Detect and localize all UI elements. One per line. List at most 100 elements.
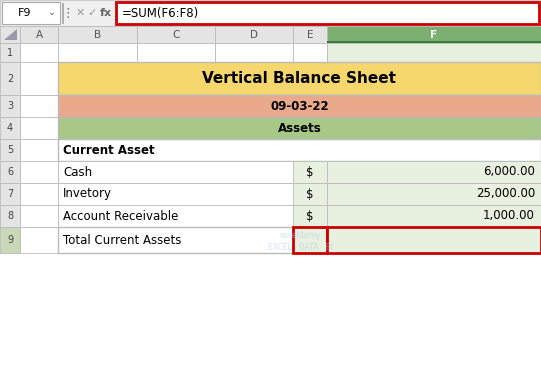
Bar bbox=[137, 205, 215, 227]
Bar bbox=[58, 205, 327, 227]
Bar bbox=[58, 117, 137, 139]
Bar bbox=[137, 227, 215, 253]
Bar bbox=[58, 139, 137, 161]
Text: ⋮: ⋮ bbox=[62, 7, 74, 20]
Bar bbox=[215, 161, 293, 183]
Bar bbox=[58, 43, 137, 62]
Bar bbox=[327, 26, 541, 43]
Bar bbox=[293, 62, 327, 95]
Text: B: B bbox=[94, 30, 101, 40]
Bar bbox=[137, 117, 215, 139]
Bar bbox=[215, 205, 293, 227]
Text: 6: 6 bbox=[7, 167, 13, 177]
Bar bbox=[20, 205, 58, 227]
Bar bbox=[293, 95, 327, 117]
Bar bbox=[58, 95, 541, 117]
Text: =SUM(F6:F8): =SUM(F6:F8) bbox=[122, 7, 199, 20]
Text: 3: 3 bbox=[7, 101, 13, 111]
Bar bbox=[20, 26, 58, 43]
Text: ⌄: ⌄ bbox=[48, 7, 56, 17]
Text: 25,000.00: 25,000.00 bbox=[476, 187, 535, 201]
Bar bbox=[116, 2, 539, 24]
Text: 9: 9 bbox=[7, 235, 13, 245]
Bar bbox=[0, 95, 20, 117]
Text: D: D bbox=[250, 30, 258, 40]
Bar bbox=[215, 183, 293, 205]
Bar bbox=[327, 62, 541, 95]
Bar bbox=[327, 161, 541, 183]
Bar bbox=[327, 183, 541, 205]
Bar bbox=[20, 161, 58, 183]
Text: 09-03-22: 09-03-22 bbox=[270, 99, 329, 112]
Text: 6,000.00: 6,000.00 bbox=[483, 166, 535, 179]
Text: 2: 2 bbox=[7, 74, 13, 84]
Bar bbox=[137, 95, 215, 117]
Bar bbox=[137, 161, 215, 183]
Bar bbox=[137, 43, 215, 62]
Bar bbox=[215, 227, 293, 253]
Bar bbox=[327, 161, 541, 183]
Bar bbox=[293, 43, 327, 62]
Bar bbox=[137, 139, 215, 161]
Text: C: C bbox=[173, 30, 180, 40]
Bar bbox=[0, 43, 20, 62]
Bar bbox=[0, 183, 20, 205]
Bar bbox=[327, 95, 541, 117]
Bar bbox=[293, 205, 327, 227]
Bar bbox=[293, 161, 327, 183]
Text: Current Asset: Current Asset bbox=[63, 144, 155, 156]
Bar bbox=[215, 117, 293, 139]
Text: 5: 5 bbox=[7, 145, 13, 155]
Bar bbox=[293, 183, 327, 205]
Bar bbox=[327, 227, 541, 253]
Text: fx: fx bbox=[100, 8, 112, 18]
Text: 8: 8 bbox=[7, 211, 13, 221]
Bar bbox=[0, 26, 20, 43]
Bar bbox=[327, 117, 541, 139]
Text: exceldemy
EXCEL · DATA · BI: exceldemy EXCEL · DATA · BI bbox=[267, 231, 333, 252]
Bar bbox=[20, 183, 58, 205]
Bar bbox=[0, 62, 20, 95]
Text: Account Receivable: Account Receivable bbox=[63, 209, 179, 223]
Text: F9: F9 bbox=[18, 8, 32, 18]
Text: 1,000.00: 1,000.00 bbox=[483, 209, 535, 223]
Polygon shape bbox=[4, 29, 17, 40]
Bar bbox=[58, 26, 137, 43]
Bar bbox=[58, 161, 327, 183]
Bar bbox=[58, 62, 137, 95]
Bar bbox=[293, 227, 327, 253]
Bar bbox=[327, 183, 541, 205]
Bar bbox=[0, 139, 20, 161]
Text: Assets: Assets bbox=[278, 122, 321, 134]
Bar bbox=[215, 26, 293, 43]
Bar bbox=[58, 117, 541, 139]
Text: $: $ bbox=[306, 233, 314, 246]
Text: Total Current Assets: Total Current Assets bbox=[63, 233, 181, 246]
Bar bbox=[137, 26, 215, 43]
Bar bbox=[58, 183, 327, 205]
Bar bbox=[215, 43, 293, 62]
Bar bbox=[20, 117, 58, 139]
Bar bbox=[215, 62, 293, 95]
Bar bbox=[20, 139, 58, 161]
Text: ✕: ✕ bbox=[75, 8, 85, 18]
Bar bbox=[293, 117, 327, 139]
Text: $: $ bbox=[306, 166, 314, 179]
Bar bbox=[293, 227, 327, 253]
Bar bbox=[137, 62, 215, 95]
Bar bbox=[58, 95, 137, 117]
Bar bbox=[327, 43, 541, 62]
Bar bbox=[293, 205, 327, 227]
Bar bbox=[58, 205, 137, 227]
Text: A: A bbox=[36, 30, 43, 40]
Bar bbox=[215, 139, 293, 161]
Bar bbox=[0, 0, 541, 26]
Bar bbox=[327, 205, 541, 227]
Bar bbox=[327, 205, 541, 227]
Bar bbox=[58, 183, 137, 205]
Bar bbox=[0, 227, 20, 253]
Bar bbox=[327, 227, 541, 253]
Bar bbox=[20, 95, 58, 117]
Bar bbox=[20, 227, 58, 253]
Text: $: $ bbox=[306, 187, 314, 201]
